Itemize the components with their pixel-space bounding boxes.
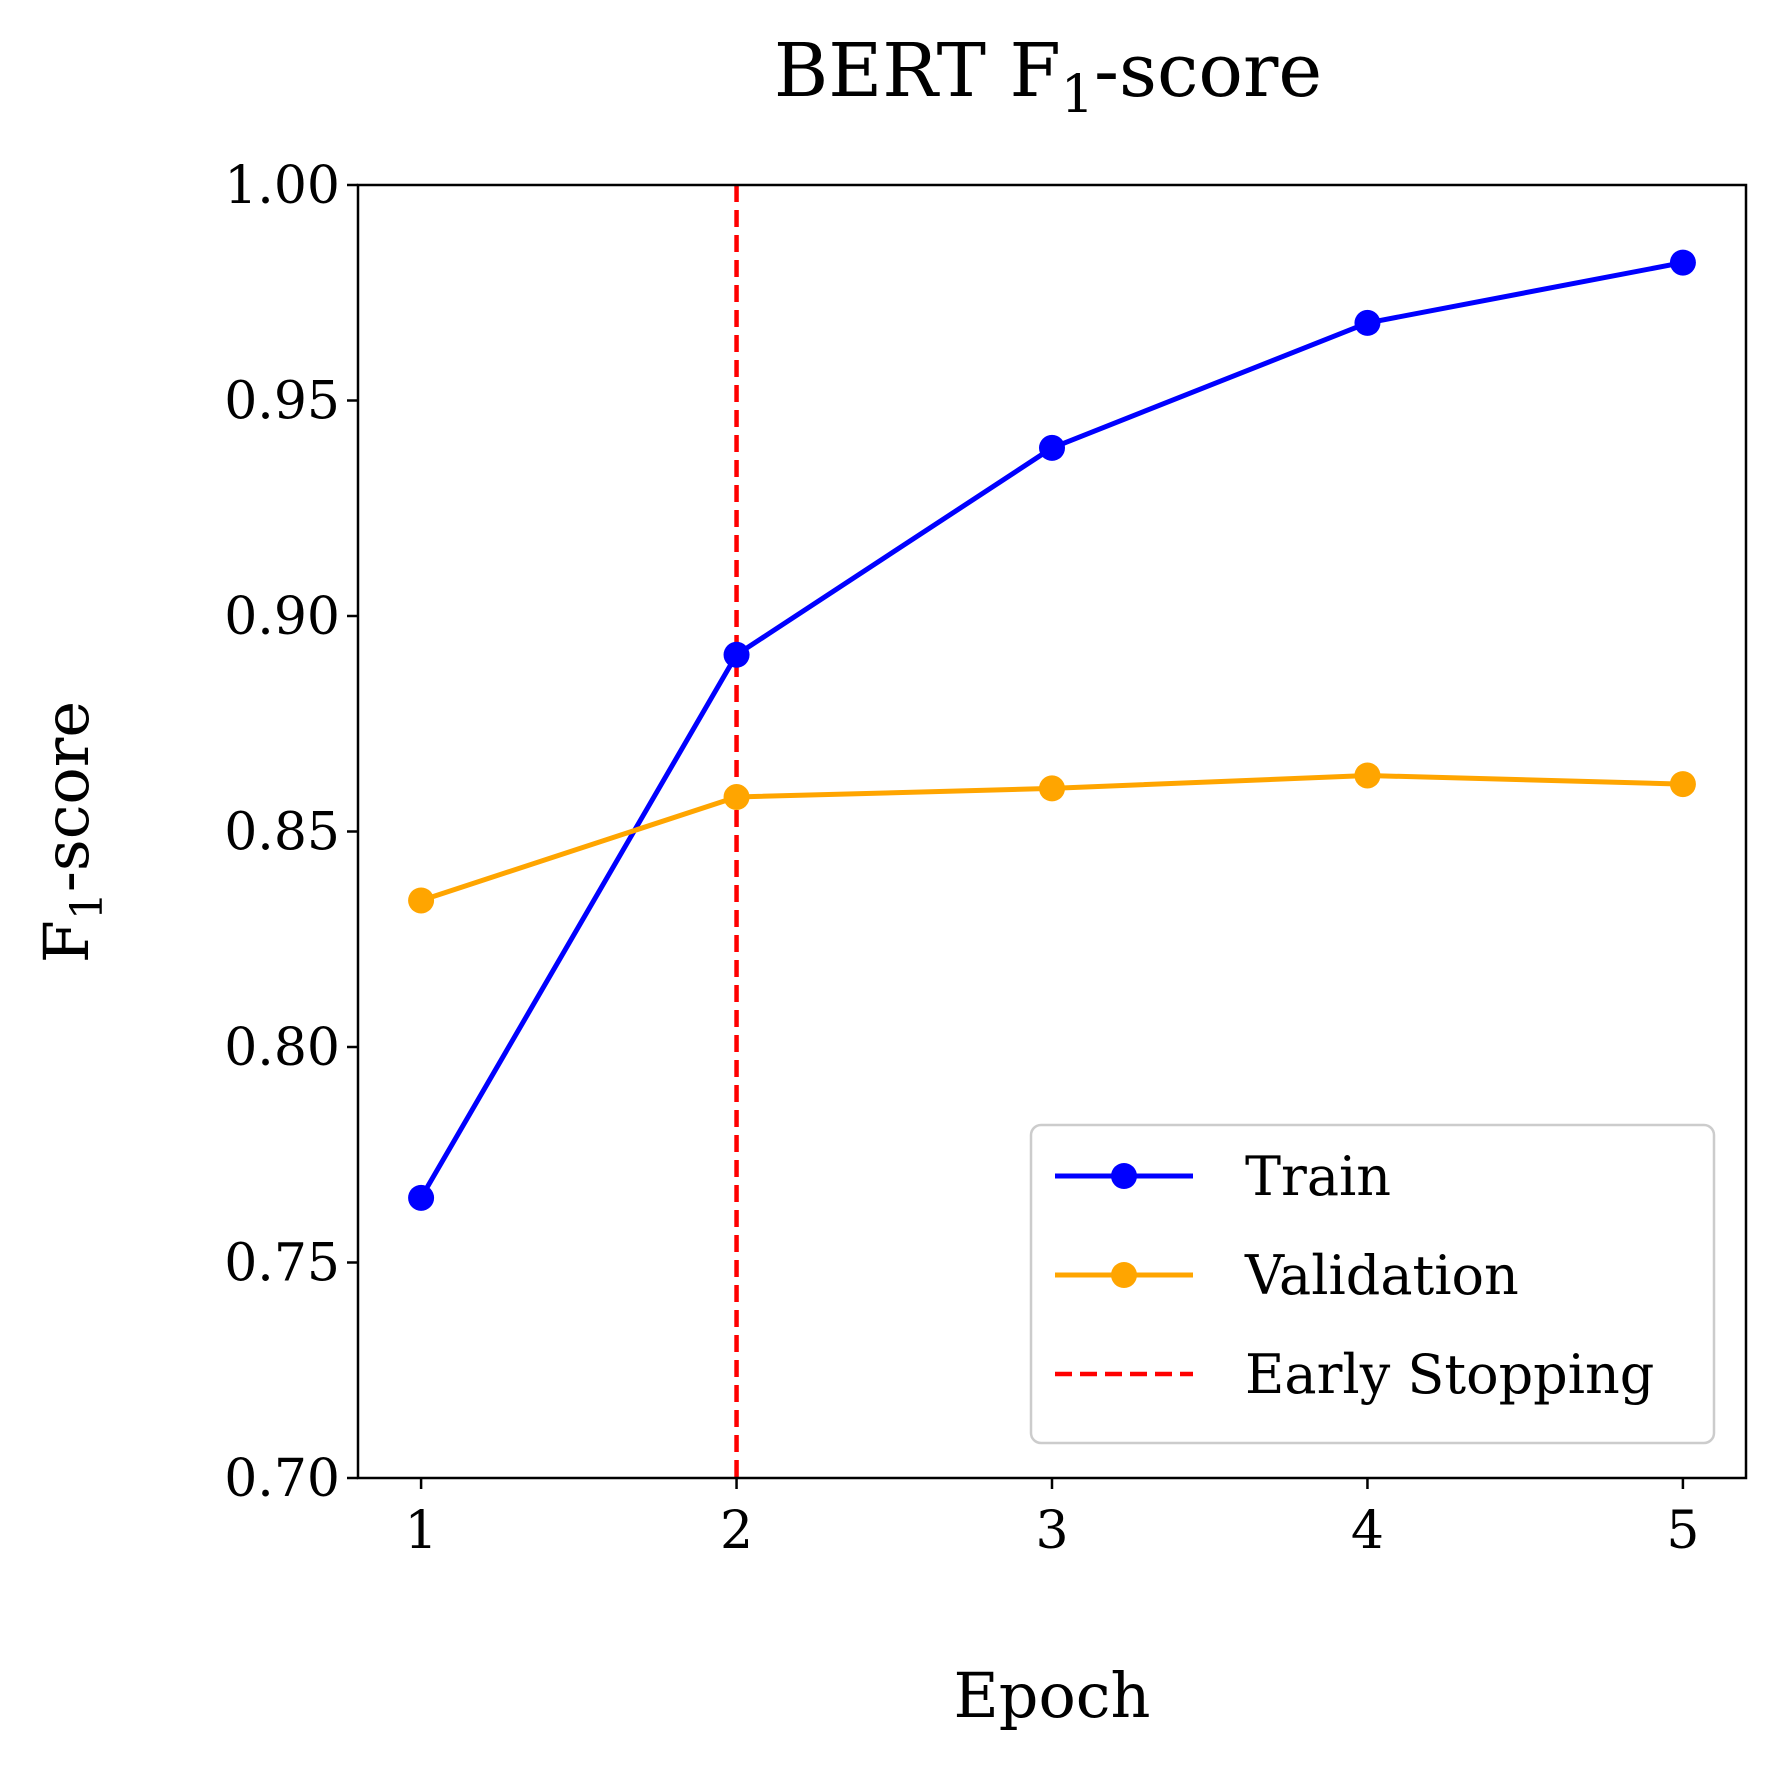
series-markers (408, 249, 1696, 1211)
y-axis-label: F1-score (30, 701, 113, 963)
x-tick-label: 1 (405, 1501, 438, 1561)
legend: Train Validation Early Stopping (1029, 1123, 1716, 1445)
chart-title-subscript: 1 (1061, 65, 1094, 125)
data-point-train (408, 1184, 435, 1211)
legend-validation-marker (1111, 1262, 1137, 1288)
legend-item-train: Train (1055, 1145, 1391, 1208)
x-tick-label: 4 (1351, 1501, 1384, 1561)
data-point-validation (1354, 762, 1381, 789)
legend-item-validation: Validation (1055, 1244, 1519, 1307)
y-tick-label: 0.85 (224, 803, 340, 863)
series-lines (418, 260, 1684, 1200)
y-axis-label-rest: -score (30, 701, 103, 892)
data-point-validation (1039, 775, 1065, 802)
x-tick-label: 3 (1035, 1501, 1068, 1561)
y-axis-label-main: F (30, 920, 103, 963)
x-axis-label: Epoch (954, 1659, 1151, 1732)
y-tick-label: 0.80 (224, 1018, 340, 1078)
y-tick-label: 0.95 (224, 372, 340, 432)
y-tick-label: 0.75 (224, 1234, 340, 1294)
series-line-train (418, 260, 1684, 1200)
plot-area-frame (356, 183, 1748, 1480)
y-tick-label: 0.70 (224, 1449, 340, 1509)
y-axis-ticks: 0.70 0.75 0.80 0.85 0.90 0.95 1.00 (224, 156, 358, 1509)
data-point-train (1354, 309, 1381, 336)
legend-validation-label: Validation (1244, 1244, 1519, 1307)
x-tick-label: 2 (720, 1501, 753, 1561)
y-axis-label-subscript: 1 (62, 892, 113, 920)
data-point-validation (408, 887, 435, 914)
data-point-validation (723, 784, 750, 811)
legend-early-stopping-label: Early Stopping (1245, 1343, 1654, 1406)
x-axis-ticks: 1 2 3 4 5 (405, 1478, 1699, 1561)
y-tick-label: 0.90 (224, 587, 340, 647)
legend-train-label: Train (1245, 1145, 1391, 1208)
chart-title-main: BERT F (774, 28, 1061, 114)
x-tick-label: 5 (1666, 1501, 1699, 1561)
legend-box (1029, 1123, 1716, 1445)
data-point-train (1039, 434, 1065, 461)
data-point-validation (1669, 771, 1696, 798)
chart-title-rest: -score (1094, 28, 1322, 114)
data-point-train (723, 641, 750, 668)
y-tick-label: 1.00 (224, 156, 340, 216)
legend-item-early-stopping: Early Stopping (1055, 1343, 1654, 1406)
data-point-train (1669, 249, 1696, 276)
chart-title: BERT F1-score (774, 28, 1322, 125)
legend-train-marker (1111, 1163, 1137, 1189)
